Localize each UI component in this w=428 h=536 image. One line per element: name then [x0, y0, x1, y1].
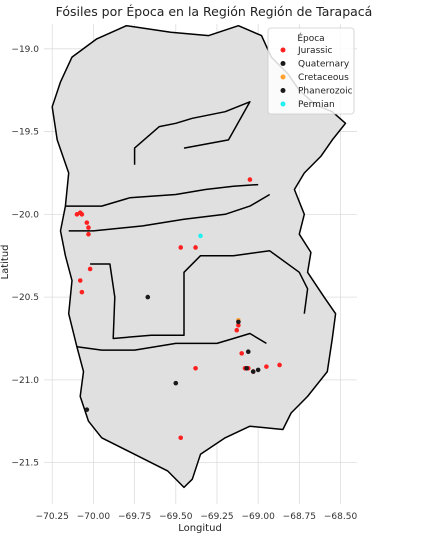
- x-tick-label: −68.75: [283, 512, 316, 522]
- legend-marker-permian: [280, 101, 286, 107]
- legend-label-cretaceous: Cretaceous: [298, 73, 349, 83]
- region-inner-block: [90, 250, 309, 340]
- y-tick-label: −21.0: [11, 376, 39, 386]
- region-southern-line: [76, 332, 267, 351]
- region-central-line: [68, 193, 271, 232]
- point-jurassic: [84, 220, 90, 225]
- point-jurassic: [86, 225, 91, 230]
- legend-label-jurassic: Jurassic: [297, 46, 332, 56]
- point-jurassic: [193, 245, 198, 250]
- point-jurassic: [87, 266, 93, 272]
- point-quaternary: [250, 369, 256, 374]
- x-axis-ticks: −70.25 −70.00 −69.75 −69.50 −69.25 −69.00 −68.…: [36, 512, 358, 522]
- region-northern-line: [65, 183, 259, 207]
- point-permian: [198, 233, 203, 239]
- region-map: [51, 24, 347, 489]
- point-jurassic: [77, 278, 83, 283]
- x-tick-label: −69.00: [242, 512, 276, 522]
- legend-label-phanerozoic: Phanerozoic: [298, 87, 353, 97]
- x-tick-label: −69.25: [200, 512, 233, 522]
- legend: Época Jurassic Quaternary Cretaceous Phaner…: [267, 27, 355, 115]
- point-jurassic: [247, 177, 253, 182]
- point-jurassic: [236, 322, 241, 328]
- point-jurassic: [178, 245, 184, 250]
- x-tick-label: −68.50: [324, 512, 358, 522]
- fossil-points: [74, 177, 282, 441]
- legend-marker-jurassic: [280, 47, 286, 53]
- y-axis-label: Latitud: [0, 244, 11, 279]
- point-jurassic: [234, 327, 240, 333]
- legend-label-permian: Permian: [298, 100, 335, 110]
- point-quaternary: [245, 349, 251, 355]
- point-phanerozoic: [244, 365, 249, 371]
- point-jurassic: [264, 364, 269, 369]
- y-tick-label: −20.5: [11, 293, 39, 303]
- x-tick-label: −70.00: [77, 512, 111, 522]
- point-jurassic: [277, 362, 282, 368]
- point-quaternary: [255, 367, 261, 373]
- x-axis-label: Longitud: [178, 523, 222, 534]
- point-phanerozoic: [84, 407, 90, 412]
- point-jurassic: [79, 289, 85, 295]
- point-jurassic: [178, 435, 184, 441]
- point-jurassic: [239, 351, 244, 356]
- point-phanerozoic: [236, 319, 241, 325]
- y-tick-label: −20.0: [11, 210, 39, 220]
- x-tick-label: −70.25: [36, 512, 69, 522]
- point-quaternary: [145, 294, 151, 300]
- y-tick-label: −19.5: [11, 128, 39, 138]
- point-jurassic: [79, 212, 85, 217]
- x-tick-label: −69.75: [118, 512, 151, 522]
- chart-title: Fósiles por Época en la Región Región de…: [56, 4, 373, 19]
- point-jurassic: [193, 365, 198, 371]
- legend-marker-quaternary: [280, 61, 286, 66]
- point-jurassic: [86, 231, 91, 237]
- legend-marker-phanerozoic: [280, 88, 286, 93]
- legend-label-quaternary: Quaternary: [298, 60, 350, 70]
- y-tick-label: −19.0: [11, 45, 39, 55]
- point-quaternary: [173, 380, 179, 386]
- y-tick-label: −21.5: [11, 459, 39, 469]
- legend-box: [267, 27, 355, 115]
- region-north-finger: [133, 101, 251, 165]
- x-tick-label: −69.50: [159, 512, 193, 522]
- legend-marker-cretaceous: [280, 74, 286, 80]
- legend-entries: Jurassic Quaternary Cretaceous Phanerozoic P…: [280, 46, 353, 110]
- y-axis-ticks: −19.0 −19.5 −20.0 −20.5 −21.0 −21.5: [11, 45, 39, 469]
- legend-title: Época: [297, 32, 324, 44]
